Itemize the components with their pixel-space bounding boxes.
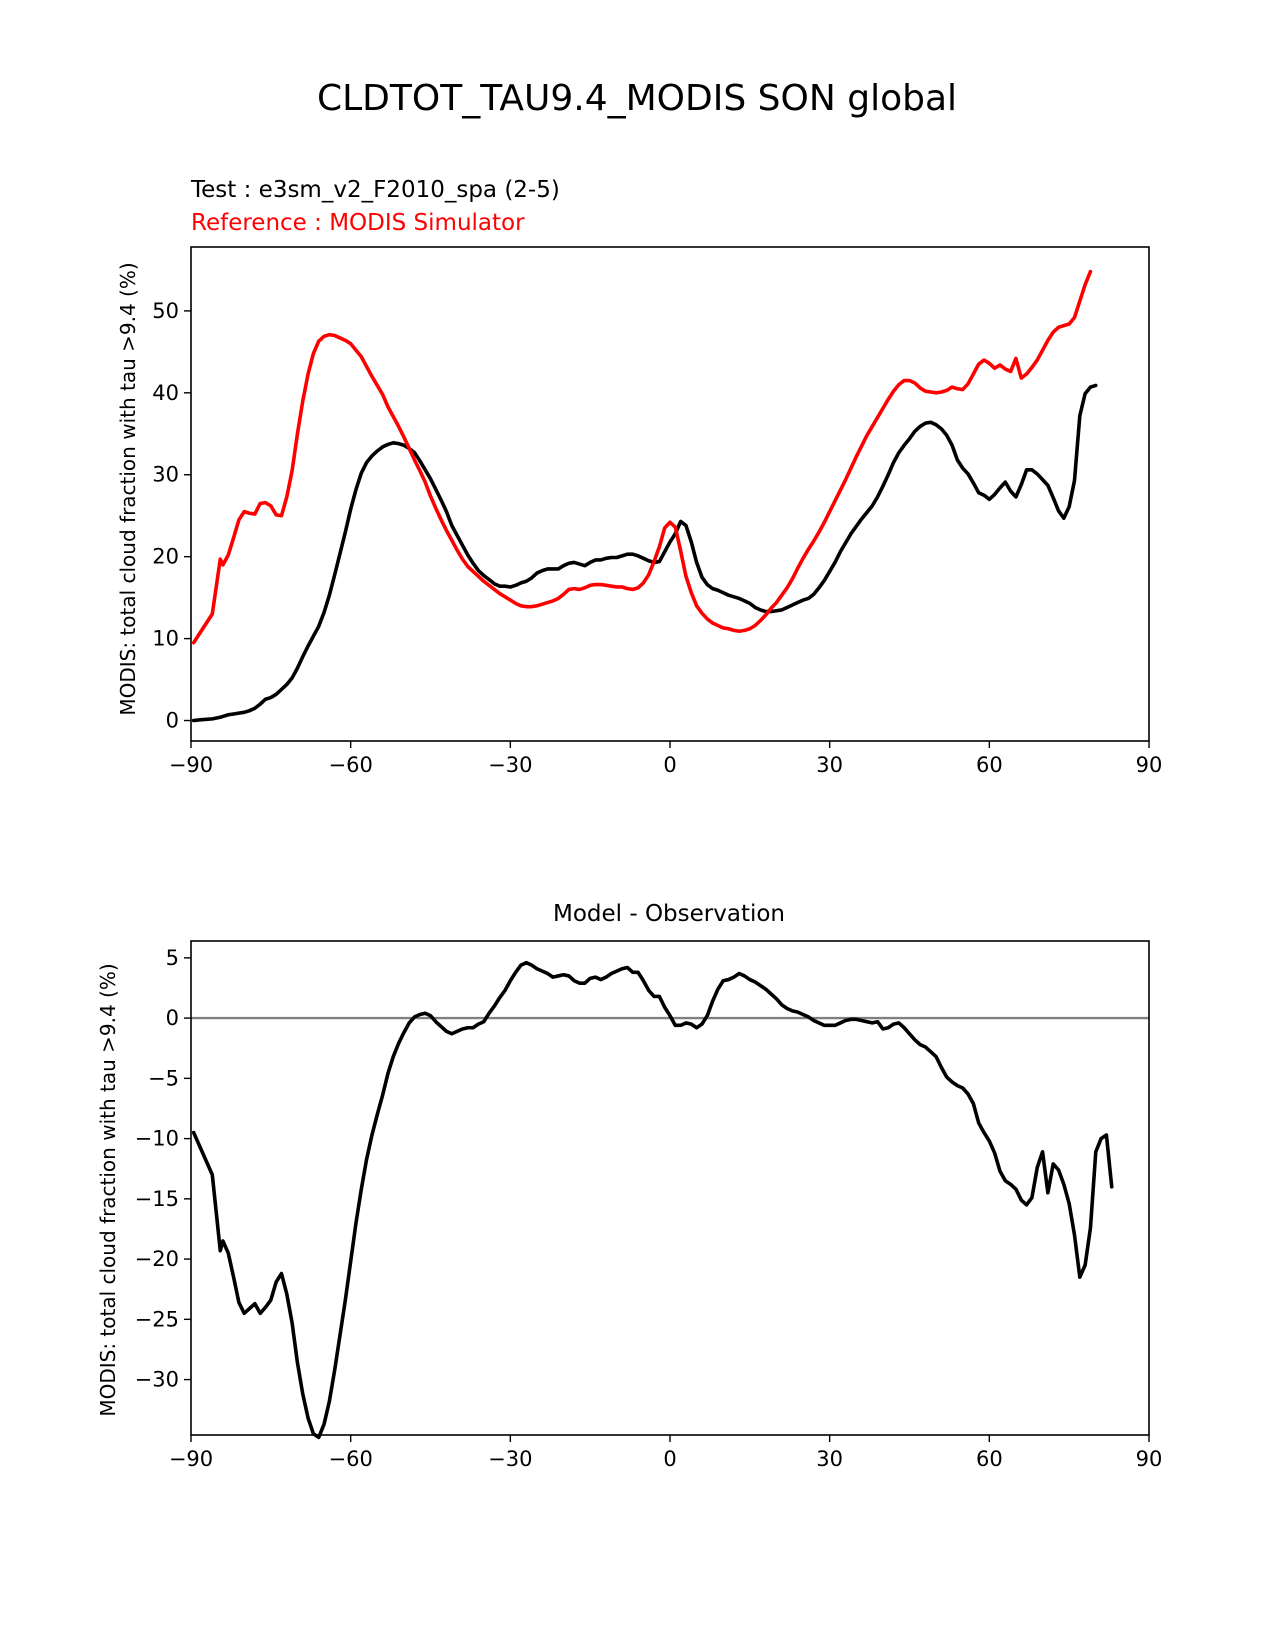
bottom-x-tick-label: 90 [1136, 1447, 1163, 1471]
reference-label: Reference : MODIS Simulator [191, 210, 525, 236]
bottom-y-tick-label: 5 [166, 946, 179, 970]
bottom-series-line-diff [191, 960, 1114, 1440]
bottom-x-tick-label: −90 [169, 1447, 213, 1471]
top-y-tick-label: 50 [152, 299, 179, 323]
top-x-tick-label: −60 [329, 753, 373, 777]
top-y-tick-label: 0 [166, 709, 179, 733]
bottom-y-tick-label: −5 [148, 1066, 179, 1090]
bottom-chart-title: Model - Observation [553, 901, 785, 927]
top-x-tick-label: 90 [1136, 753, 1163, 777]
bottom-y-tick-label: −10 [135, 1127, 179, 1151]
bottom-y-tick-label: −30 [135, 1368, 179, 1392]
top-x-tick-label: 0 [663, 753, 676, 777]
top-x-tick-label: −90 [169, 753, 213, 777]
top-y-tick-label: 10 [152, 627, 179, 651]
bottom-y-tick-label: 0 [166, 1006, 179, 1030]
top-y-tick-label: 20 [152, 545, 179, 569]
bottom-plot-frame [190, 940, 1150, 1436]
bottom-chart: Model - Observation MODIS: total cloud f… [96, 901, 1162, 1471]
top-series-lines [191, 269, 1098, 723]
top-x-tick-label: 30 [816, 753, 843, 777]
bottom-x-tick-label: 60 [976, 1447, 1003, 1471]
top-series-line-reference [191, 269, 1093, 645]
bottom-y-tick-label: −25 [135, 1307, 179, 1331]
top-y-axis-label: MODIS: total cloud fraction with tau >9.… [116, 262, 140, 715]
bottom-y-axis-label: MODIS: total cloud fraction with tau >9.… [96, 963, 120, 1416]
bottom-y-tick-label: −15 [135, 1187, 179, 1211]
bottom-x-tick-label: 30 [816, 1447, 843, 1471]
top-plot-frame [190, 246, 1150, 742]
top-y-tick-label: 40 [152, 381, 179, 405]
top-x-tick-label: −30 [488, 753, 532, 777]
bottom-ticks: −90 −60 −30 0 30 60 90 5 0 −5 −10 −15 −20 −25 −30 [135, 946, 1163, 1471]
top-y-tick-label: 30 [152, 463, 179, 487]
bottom-x-tick-label: −60 [329, 1447, 373, 1471]
bottom-x-tick-label: 0 [663, 1447, 676, 1471]
figure-title: CLDTOT_TAU9.4_MODIS SON global [317, 78, 957, 119]
bottom-series-lines [191, 960, 1114, 1440]
top-x-tick-label: 60 [976, 753, 1003, 777]
top-ticks: −90 −60 −30 0 30 60 90 0 10 20 30 40 50 [152, 299, 1162, 777]
bottom-y-tick-label: −20 [135, 1247, 179, 1271]
top-chart: Test : e3sm_v2_F2010_spa (2-5) Reference… [116, 177, 1162, 777]
test-label: Test : e3sm_v2_F2010_spa (2-5) [190, 177, 560, 203]
top-series-line-test [191, 383, 1098, 723]
bottom-x-tick-label: −30 [488, 1447, 532, 1471]
